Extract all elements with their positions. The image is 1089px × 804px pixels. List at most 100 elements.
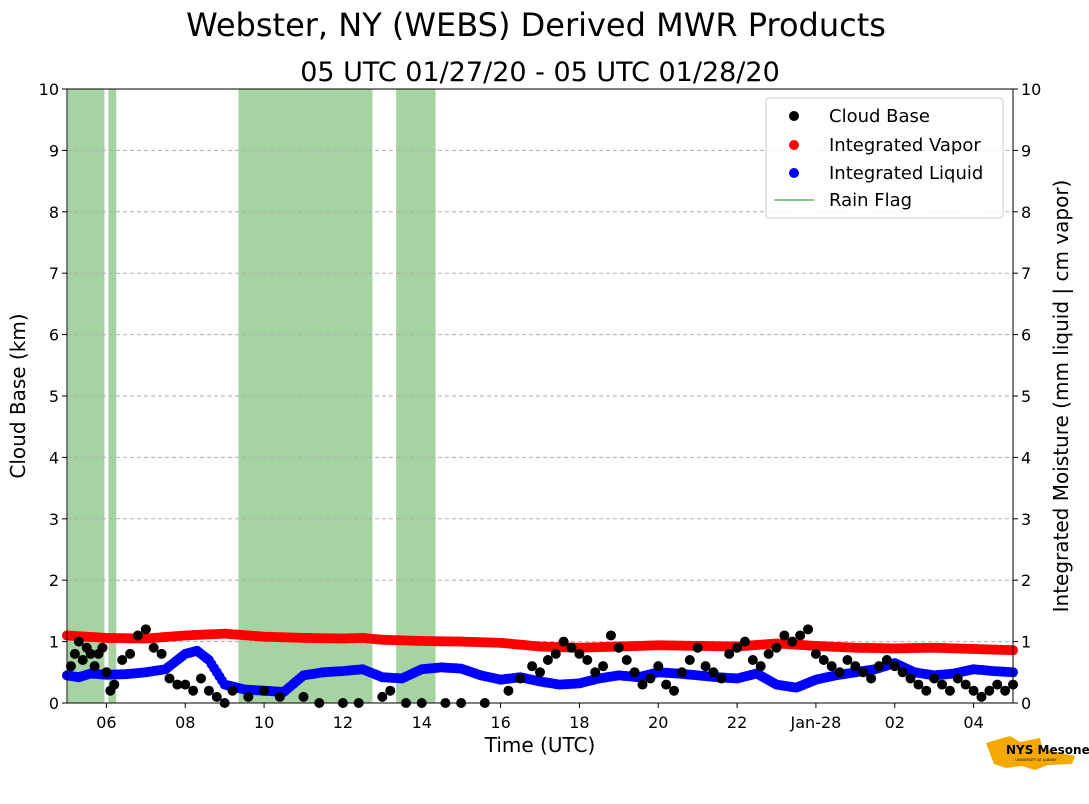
x-tick-label: 02	[885, 713, 905, 732]
logo-sub-text: UNIVERSITY AT ALBANY	[1015, 758, 1057, 762]
cloud-base-point	[196, 673, 207, 684]
x-tick-label: 04	[963, 713, 983, 732]
cloud-base-point	[550, 648, 561, 659]
cloud-base-point	[69, 648, 80, 659]
cloud-base-point	[515, 673, 526, 684]
cloud-base-point	[905, 673, 916, 684]
x-tick-label: 16	[490, 713, 510, 732]
cloud-base-point	[676, 667, 687, 678]
y2-tick-label: 0	[1021, 694, 1031, 713]
legend-marker-cloud-base	[789, 111, 799, 121]
x-tick-label: 08	[175, 713, 195, 732]
cloud-base-point	[921, 685, 932, 696]
y-tick-label: 4	[49, 448, 59, 467]
cloud-base-point	[897, 667, 908, 678]
cloud-base-point	[937, 679, 948, 690]
cloud-base-point	[535, 667, 545, 678]
logo-text: NYS Mesonet	[1006, 743, 1089, 757]
cloud-base-point	[527, 661, 538, 672]
cloud-base-point	[566, 642, 577, 653]
y-axis-ticks: 0 1 2 3 4 5 6 7 8 9 10	[39, 80, 67, 713]
y-tick-label: 8	[49, 203, 59, 222]
cloud-base-point	[227, 685, 238, 696]
cloud-base-point	[274, 691, 285, 702]
cloud-base-point	[826, 661, 837, 672]
grid-layer	[67, 149, 1013, 643]
cloud-base-point	[203, 685, 214, 696]
cloud-base-point	[968, 685, 979, 696]
x-tick-label: 06	[96, 713, 116, 732]
cloud-base-point	[298, 691, 309, 702]
legend-box	[765, 97, 1004, 219]
cloud-base-point	[747, 655, 758, 666]
x-axis-label: Time (UTC)	[484, 733, 596, 757]
cloud-base-point	[692, 642, 703, 653]
y-tick-label: 2	[49, 571, 59, 590]
cloud-base-point	[188, 685, 199, 696]
cloud-base-point	[976, 691, 987, 702]
cloud-base-point	[858, 667, 869, 678]
y2-tick-label: 8	[1021, 203, 1031, 222]
cloud-base-point	[117, 655, 128, 666]
cloud-base-point	[944, 685, 955, 696]
y2-tick-label: 4	[1021, 448, 1031, 467]
cloud-base-point	[156, 648, 167, 659]
cloud-base-point	[763, 648, 774, 659]
y2-tick-label: 9	[1021, 141, 1031, 160]
cloud-base-point	[810, 648, 821, 659]
cloud-base-point	[929, 673, 940, 684]
cloud-base-point	[73, 636, 84, 647]
legend-label-cloud-base: Cloud Base	[829, 106, 930, 127]
cloud-base-point	[77, 655, 88, 666]
cloud-base-point	[1000, 685, 1011, 696]
x-tick-label: 10	[254, 713, 274, 732]
cloud-base-point	[629, 667, 640, 678]
cloud-base-point	[653, 661, 664, 672]
cloud-base-point	[732, 642, 743, 653]
cloud-base-point	[795, 630, 806, 641]
cloud-base-point	[803, 624, 814, 635]
y2-axis-ticks: 0 1 2 3 4 5 6 7 8 9 10	[1013, 80, 1041, 713]
y2-tick-label: 10	[1021, 80, 1041, 99]
cloud-base-point	[85, 648, 96, 659]
y-axis-label: Cloud Base (km)	[6, 313, 30, 478]
y-tick-label: 0	[49, 694, 59, 713]
cloud-base-point	[755, 661, 766, 672]
x-tick-label: 12	[333, 713, 353, 732]
cloud-base-point	[385, 685, 396, 696]
cloud-base-point	[708, 667, 719, 678]
y-tick-label: 3	[49, 510, 59, 529]
series-integrated-vapor	[62, 628, 1018, 656]
cloud-base-point	[716, 673, 727, 684]
cloud-base-point	[621, 655, 632, 666]
cloud-base-point	[211, 691, 222, 702]
cloud-base-point	[724, 648, 735, 659]
cloud-base-point	[89, 661, 100, 672]
y-tick-label: 1	[49, 633, 59, 652]
cloud-base-point	[148, 642, 159, 653]
y2-tick-label: 2	[1021, 571, 1031, 590]
cloud-base-point	[866, 673, 877, 684]
cloud-base-point	[881, 655, 892, 666]
cloud-base-point	[787, 636, 798, 647]
cloud-base-point	[913, 679, 924, 690]
cloud-base-point	[873, 661, 884, 672]
cloud-base-point	[605, 630, 616, 641]
rain-flag-band-3	[396, 89, 436, 703]
cloud-base-point	[684, 655, 695, 666]
cloud-base-point	[992, 679, 1003, 690]
cloud-base-point	[132, 630, 143, 641]
cloud-base-point	[952, 673, 963, 684]
y-tick-label: 7	[49, 264, 59, 283]
y2-tick-label: 7	[1021, 264, 1031, 283]
cloud-base-point	[180, 679, 191, 690]
y2-axis-label: Integrated Moisture (mm liquid | cm vapo…	[1049, 180, 1073, 613]
cloud-base-point	[140, 624, 151, 635]
cloud-base-point	[850, 661, 861, 672]
x-tick-label: 14	[412, 713, 432, 732]
cloud-base-point	[243, 691, 254, 702]
cloud-base-point	[669, 685, 680, 696]
y-tick-label: 9	[49, 141, 59, 160]
y2-tick-label: 1	[1021, 633, 1031, 652]
nys-mesonet-logo: NYS Mesonet UNIVERSITY AT ALBANY	[986, 736, 1089, 770]
